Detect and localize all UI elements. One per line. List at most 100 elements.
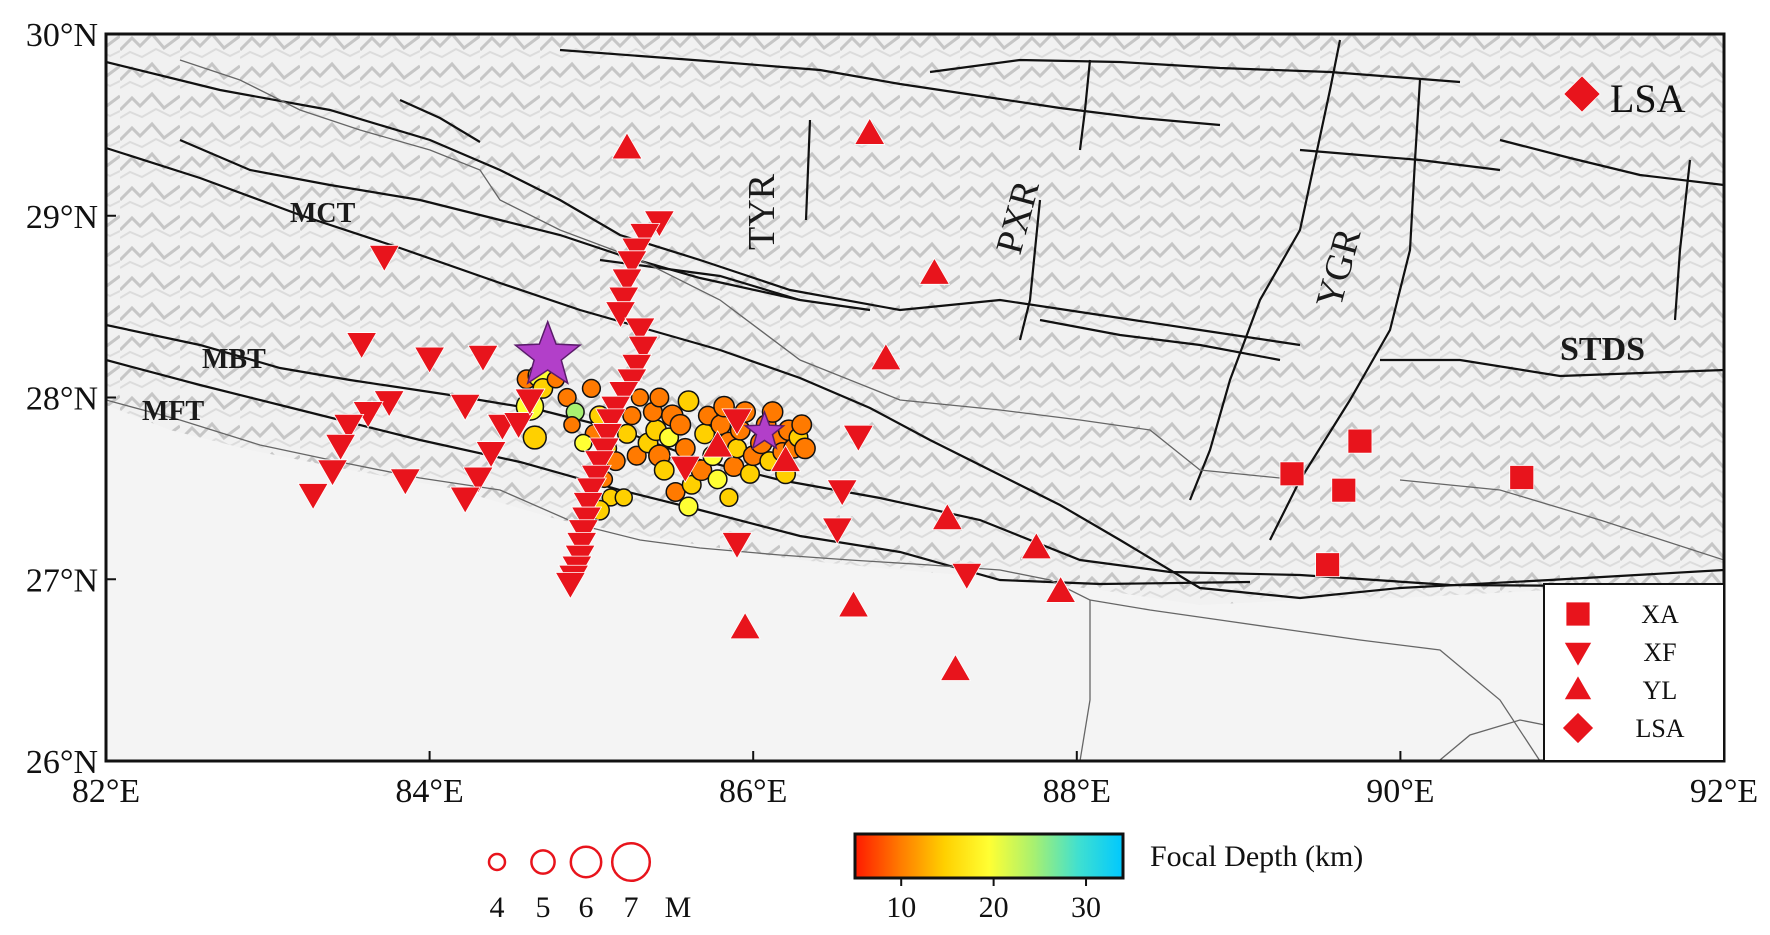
mft-label: MFT: [142, 396, 205, 427]
legend-yl-symbol: [1563, 674, 1593, 700]
xf-station: [413, 346, 446, 374]
earthquake-event: [681, 474, 702, 495]
xf-station: [595, 408, 627, 436]
xf-station: [572, 492, 604, 520]
xf-station: [842, 424, 875, 453]
xf-station: [389, 468, 421, 496]
earthquake-event: [649, 387, 670, 408]
yl-station: [918, 257, 951, 285]
earthquake-event: [563, 415, 581, 434]
earthquake-event: [674, 437, 696, 459]
legend-box: XA XF YL LSA: [1543, 583, 1725, 762]
yl-station: [611, 132, 643, 160]
earthquake-event: [791, 414, 813, 436]
earthquake-event: [574, 433, 593, 453]
xf-station: [721, 408, 753, 436]
mct-label: MCT: [290, 198, 356, 229]
earthquake-event: [653, 459, 675, 481]
lat-tick-label: 28°N: [26, 381, 98, 418]
legend-lsa-symbol: [1561, 711, 1595, 745]
xf-station: [346, 332, 378, 360]
magnitude-circle: [530, 849, 556, 875]
xf-station: [621, 353, 653, 382]
earthquake-event: [707, 469, 728, 490]
magnitude-unit: M: [665, 891, 692, 924]
earthquake-event: [761, 401, 784, 423]
xf-station: [449, 393, 481, 422]
lsa-map-label: LSA: [1610, 76, 1686, 121]
magnitude-label: 6: [579, 891, 594, 924]
tyr-label: TYR: [741, 173, 783, 250]
colorbar-title: Focal Depth (km): [1150, 840, 1363, 873]
earthquake-event: [719, 487, 739, 508]
xf-station: [826, 479, 858, 507]
legend-xa-symbol: [1565, 601, 1591, 627]
indo-gangetic-plain: [106, 405, 1724, 761]
lat-tick-label: 26°N: [26, 744, 98, 781]
xf-station: [583, 450, 616, 478]
lon-tick-label: 84°E: [395, 773, 463, 810]
legend-xf-symbol: [1563, 642, 1593, 668]
seismic-stations: [297, 75, 1601, 681]
mainshock-star: [743, 409, 786, 450]
xa-station: [1315, 552, 1340, 578]
stds-label: STDS: [1560, 331, 1645, 368]
magnitude-circle: [487, 852, 507, 872]
yl-station: [837, 590, 870, 618]
legend-xf-label: XF: [1643, 638, 1676, 667]
xf-station: [611, 268, 643, 296]
lat-tick-label: 29°N: [26, 199, 98, 236]
yl-station: [939, 653, 972, 681]
xf-station: [616, 250, 648, 278]
xf-station: [608, 381, 640, 409]
magnitude-label: 5: [536, 891, 551, 924]
xf-station: [575, 477, 608, 505]
xf-station: [502, 412, 535, 440]
lon-tick-label: 92°E: [1690, 773, 1758, 810]
xf-station: [554, 572, 587, 600]
mainshocks: [513, 319, 786, 450]
xf-station: [821, 517, 853, 545]
xa-station: [1279, 461, 1305, 487]
xf-station: [627, 335, 659, 364]
magnitude-circle: [569, 845, 603, 879]
lat-tick-label: 27°N: [26, 562, 98, 599]
xf-station: [475, 441, 507, 469]
mbt-label: MBT: [202, 344, 266, 375]
xa-station: [1331, 477, 1357, 503]
fault-labels: MCT MBT MFT STDS TYR PXR YGR LSA: [142, 76, 1686, 427]
lon-tick-label: 90°E: [1366, 773, 1434, 810]
xf-station: [608, 286, 640, 314]
xf-station: [721, 532, 753, 560]
xf-station: [514, 388, 546, 416]
yl-station: [701, 430, 734, 458]
earthquake-event: [794, 437, 816, 460]
xf-station: [449, 486, 481, 514]
map-frame: [104, 32, 1726, 763]
xf-station: [324, 433, 357, 462]
lon-tick-label: 88°E: [1043, 773, 1111, 810]
legend-xa-label: XA: [1641, 600, 1679, 629]
xf-station: [951, 562, 983, 591]
earthquake-event: [678, 496, 699, 517]
yl-station: [1020, 531, 1052, 560]
earthquake-event: [616, 423, 638, 444]
xf-station: [297, 483, 329, 511]
colorbar-tick-label: 20: [979, 891, 1009, 924]
axis-ticks: 82°E 84°E 86°E 88°E 90°E 92°E 26°N 27°N 28°N 29°N…: [26, 17, 1758, 810]
xf-station: [629, 223, 661, 251]
xf-station: [333, 413, 365, 442]
legend-yl-label: YL: [1643, 676, 1678, 705]
xf-station: [624, 317, 656, 345]
xf-station: [467, 344, 499, 373]
earthquake-event: [669, 413, 692, 436]
yl-station: [870, 342, 902, 371]
colorbar-tick-label: 30: [1071, 891, 1101, 924]
earthquake-event: [614, 488, 633, 507]
earthquake-event: [739, 463, 761, 484]
yl-station: [1044, 575, 1077, 603]
mainshock-star: [513, 319, 583, 385]
xf-station: [669, 455, 701, 483]
